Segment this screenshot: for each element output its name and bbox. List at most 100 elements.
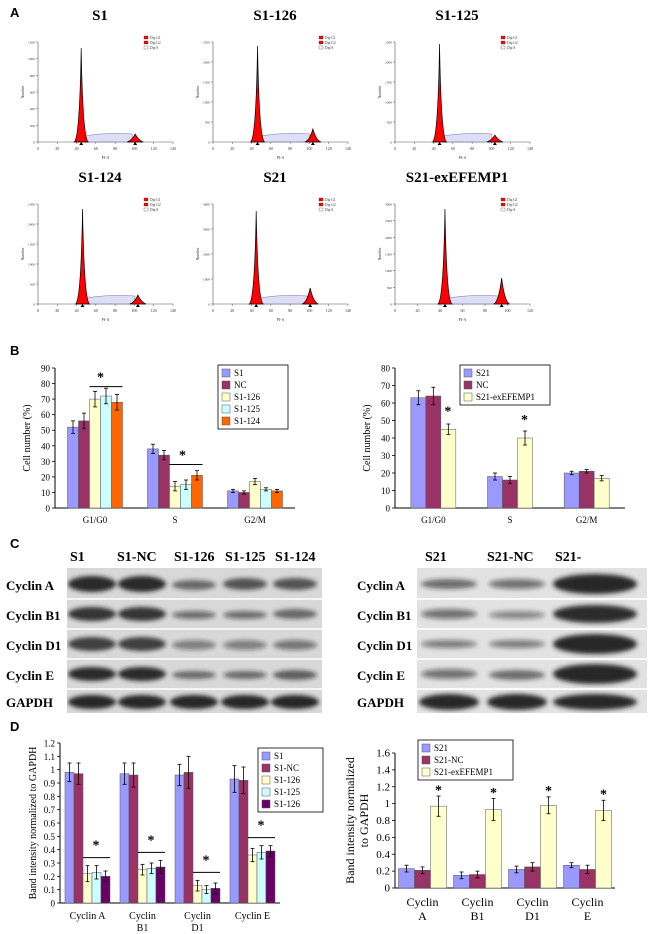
x-category-label: S (172, 515, 177, 525)
flow-ytick-label: 2000 (385, 236, 392, 240)
western-blot-right: S21 S21-NC S21-exEFEMP1 (355, 540, 650, 715)
flow-ytick-label: 0 (33, 303, 35, 307)
flow-xtick-label: 20 (416, 308, 420, 313)
legend-label: S21 (476, 368, 490, 378)
bar-s21-exefemp1 (593, 478, 610, 509)
flow-g1-peak (436, 208, 454, 305)
flow-s-phase (447, 295, 499, 305)
flow-g2-peak (127, 133, 144, 143)
legend-swatch (421, 743, 431, 753)
flow-legend-swatch (500, 35, 506, 40)
bar-nc (578, 471, 595, 509)
cell-cycle-chart-s21: 0 10 20 30 40 50 60 70 80 Cell number (%) G1/G0 S G2… (362, 364, 625, 525)
flow-legend-label: Dip G2 (325, 203, 336, 207)
y-tick-label: 0.6 (44, 819, 56, 829)
legend-label: S1-126 (274, 799, 301, 809)
bar-s1 (119, 773, 130, 904)
bar-s1-125 (100, 395, 112, 509)
flow-ytick-label: 1000 (385, 269, 392, 273)
x-category-label: Cyclin A (70, 911, 107, 922)
flow-xtick-label: 140 (345, 146, 351, 151)
flow-ytick-label: 2000 (203, 253, 210, 257)
bar-s1-125 (256, 852, 267, 904)
flow-xtick-label: 20 (55, 146, 59, 151)
blot-header-s1: S1 (70, 550, 85, 565)
band-intensity-chart-s21: 0 0.2 0.4 0.6 0.8 1 1.2 1.4 1.6 Band intensity no… (343, 739, 615, 923)
flow-histogram: Number PI-A 0 20 40 60 80 100 120 140 0 500 1000 1500… (20, 197, 176, 322)
flow-title: S21 (263, 170, 287, 186)
legend-swatch (463, 380, 473, 390)
flow-ytick-label: 600 (30, 91, 36, 95)
flow-xtick-label: 60 (451, 146, 455, 151)
flow-xtick-label: 120 (151, 146, 157, 151)
blot-label-cyclin-b1-left: Cyclin B1 (6, 608, 61, 623)
flow-legend-label: Dip G2 (150, 41, 161, 45)
flow-xtick-label: 40 (432, 146, 436, 151)
x-category-label: G1/G0 (83, 515, 108, 525)
x-category-label: A (418, 909, 427, 923)
y-tick-label: 0.8 (44, 792, 56, 802)
flow-legend-label: Dip S (507, 46, 515, 50)
cell-cycle-chart-s1: 0 10 20 30 40 50 60 70 80 90 Cell number (%) G1/G0 S… (22, 364, 295, 525)
flow-s-phase (84, 133, 133, 143)
bar-s21-exefemp1 (440, 429, 457, 509)
blot-label-cyclin-a-left: Cyclin A (6, 578, 55, 593)
flow-ytick-label: 1000 (28, 263, 35, 267)
flow-title: S1 (92, 8, 108, 24)
bar-nc (425, 395, 442, 509)
legend-label: S1-126 (274, 775, 301, 785)
flow-ytick-label: 800 (30, 74, 36, 78)
y-tick-label: 90 (41, 364, 51, 374)
significance-star: * (490, 786, 497, 801)
flow-ytick-label: 0 (208, 303, 210, 307)
flow-ytick-label: 500 (205, 121, 211, 125)
flow-legend-swatch (500, 40, 506, 45)
flow-xtick-label: 60 (94, 146, 98, 151)
y-tick-label: 0.9 (44, 779, 56, 789)
flow-legend-label: Dip S (325, 46, 333, 50)
flow-g2-peak (302, 287, 319, 305)
legend-label: S21-exEFEMP1 (434, 767, 493, 777)
bar-s1-126 (247, 854, 258, 904)
flow-xlabel: PI-A (459, 155, 467, 160)
flow-xlabel: PI-A (459, 317, 467, 322)
y-tick-label: 40 (41, 441, 51, 451)
flow-ylabel: Number (20, 85, 25, 99)
flow-ytick-label: 2500 (203, 41, 210, 45)
significance-star: * (600, 788, 607, 803)
legend-swatch (221, 368, 231, 378)
flow-legend-swatch (318, 45, 324, 50)
flow-xtick-label: 0 (394, 146, 396, 151)
legend-label: NC (476, 380, 489, 390)
flow-xlabel: PI-A (277, 317, 285, 322)
y-tick-label: 40 (381, 434, 391, 444)
flow-legend-label: Dip G1 (325, 198, 336, 202)
bar-s1 (229, 778, 240, 904)
flow-ytick-label: 1200 (28, 41, 35, 45)
bar-s21-exefemp1 (517, 437, 533, 509)
flow-legend-swatch (500, 197, 506, 202)
bar-s21 (410, 397, 427, 509)
y-axis-label: Cell number (%) (22, 404, 33, 471)
flow-xtick-label: 0 (37, 308, 39, 313)
legend-swatch (261, 751, 271, 761)
flow-xlabel: PI-A (277, 155, 285, 160)
bar-nc (502, 479, 518, 509)
legend-label: S21-exEFEMP1 (476, 392, 535, 402)
blot-header-s1-126: S1-126 (174, 550, 215, 565)
panel-label-a: A (10, 5, 20, 20)
flow-g2-marker (492, 142, 497, 145)
flow-g2-peak (486, 134, 504, 143)
x-category-label: S (507, 515, 512, 525)
y-tick-label: 0.2 (376, 866, 390, 878)
flow-xtick-label: 0 (37, 146, 39, 151)
y-tick-label: 1.2 (376, 781, 390, 793)
flow-xtick-label: 0 (212, 308, 214, 313)
flow-xtick-label: 40 (75, 308, 79, 313)
flow-xtick-label: 40 (438, 308, 442, 313)
legend-swatch (261, 763, 271, 773)
flow-xtick-label: 120 (508, 146, 514, 151)
flow-xtick-label: 140 (170, 146, 176, 151)
flow-s-phase (85, 295, 136, 305)
y-tick-label: 1 (51, 765, 56, 775)
